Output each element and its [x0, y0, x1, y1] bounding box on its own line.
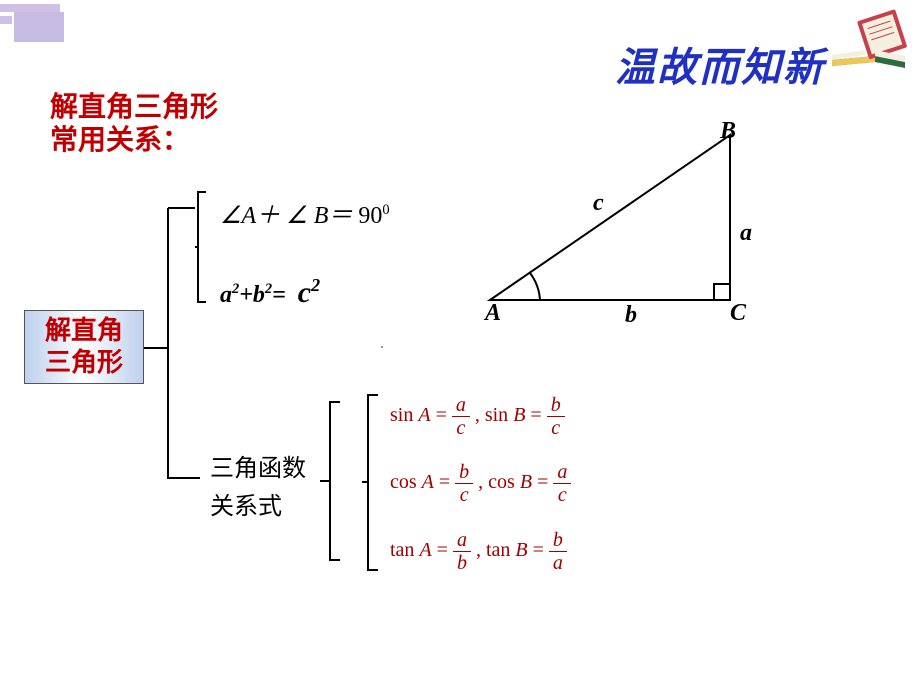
- tan-a-fn: tan: [390, 539, 414, 561]
- trig-row-cos: cos A = bc , cos B = ac: [390, 462, 571, 505]
- pyth-a: a: [220, 282, 232, 308]
- page-indicator: .: [380, 332, 385, 682]
- sin-a-num: a: [452, 395, 470, 417]
- pyth-b: b: [253, 282, 265, 308]
- cos-a-fn: cos: [390, 471, 417, 493]
- tan-a-den: b: [453, 552, 471, 573]
- vertex-label-c-upper: C: [730, 300, 746, 327]
- pyth-b-exp: 2: [265, 281, 272, 297]
- angle-rhs: 900: [358, 203, 389, 229]
- sin-a-fn: sin: [390, 404, 413, 426]
- sin-b-num: b: [547, 395, 565, 417]
- cos-b-fn: cos: [488, 471, 515, 493]
- side-label-a: a: [740, 220, 752, 247]
- pyth-c-exp: 2: [311, 275, 320, 295]
- trig-label-line1: 三角函数: [210, 450, 306, 488]
- angle-degree: 0: [382, 202, 389, 218]
- trig-section-label: 三角函数 关系式: [210, 450, 306, 527]
- sin-b-fn: sin: [485, 404, 508, 426]
- sin-a-arg: A: [418, 404, 430, 426]
- trig-row-tan: tan A = ab , tan B = ba: [390, 530, 567, 573]
- side-label-b: b: [625, 302, 637, 329]
- cos-b-num: a: [553, 462, 571, 484]
- sin-b-den: c: [547, 417, 565, 438]
- trig-label-line2: 关系式: [210, 488, 306, 526]
- right-triangle-diagram: [480, 125, 760, 325]
- tan-b-den: a: [549, 552, 567, 573]
- tan-b-fn: tan: [486, 539, 510, 561]
- tan-a-arg: A: [419, 539, 431, 561]
- sin-a-den: c: [452, 417, 470, 438]
- cos-b-den: c: [553, 484, 571, 505]
- angle-lhs: ∠A＋ ∠ B＝: [220, 203, 352, 229]
- pyth-a-exp: 2: [232, 281, 239, 297]
- angle-sum-equation: ∠A＋ ∠ B＝ 900: [220, 195, 390, 230]
- connector-lines: [0, 0, 920, 690]
- tan-a-num: a: [453, 530, 471, 552]
- pyth-c: c: [298, 276, 311, 309]
- angle-90: 90: [358, 203, 382, 229]
- cos-a-num: b: [455, 462, 473, 484]
- sin-b-arg: B: [513, 404, 525, 426]
- tan-b-arg: B: [515, 539, 527, 561]
- vertex-label-a: A: [485, 300, 501, 327]
- vertex-label-b: B: [720, 118, 736, 145]
- cos-b-arg: B: [520, 471, 532, 493]
- trig-row-sin: sin A = ac , sin B = bc: [390, 395, 565, 438]
- cos-a-den: c: [455, 484, 473, 505]
- side-label-c: c: [593, 190, 604, 217]
- cos-a-arg: A: [422, 471, 434, 493]
- tan-b-num: b: [549, 530, 567, 552]
- pythagoras-equation: a2+b2= c2: [220, 275, 320, 310]
